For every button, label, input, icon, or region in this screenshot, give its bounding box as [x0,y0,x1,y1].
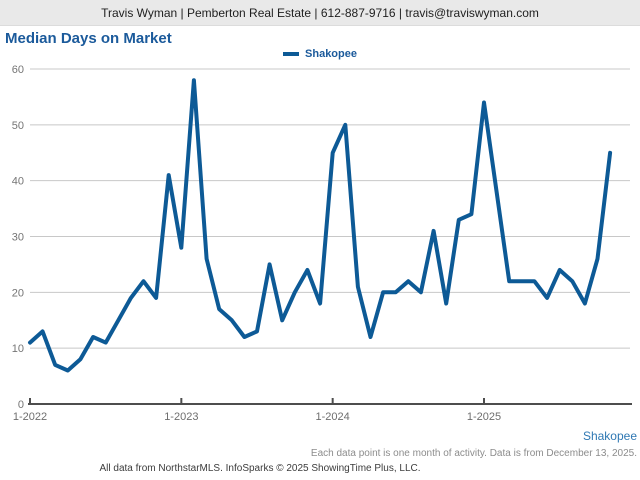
shakopee-series-line [28,78,613,373]
x-tick-label: 1-2022 [13,411,47,423]
y-tick-label: 10 [12,343,24,355]
series-label-link[interactable]: Shakopee [582,429,637,443]
y-tick-label: 50 [12,120,24,132]
chart-legend: Shakopee [0,47,640,61]
contact-header-text: Travis Wyman | Pemberton Real Estate | 6… [101,5,539,20]
y-tick-label: 60 [12,64,24,76]
data-date-footnote: Each data point is one month of activity… [310,448,637,459]
copyright-footnote: All data from NorthstarMLS. InfoSparks ©… [99,463,421,474]
median-days-on-market-chart: 0 10 20 30 40 50 60 1-2022 1-2023 1-2024 1-2025 [12,64,632,423]
x-tick-label: 1-2023 [164,411,198,423]
x-tick-label: 1-2024 [316,411,350,423]
y-tick-label: 20 [12,287,24,299]
x-tick-label: 1-2025 [467,411,501,423]
contact-header-bar: Travis Wyman | Pemberton Real Estate | 6… [0,0,640,26]
y-tick-label: 30 [12,232,24,244]
y-tick-label: 40 [12,176,24,188]
page-title: Median Days on Market [5,30,172,47]
legend-line-icon [283,52,300,56]
y-tick-label: 0 [18,399,24,411]
legend-label: Shakopee [305,48,357,60]
